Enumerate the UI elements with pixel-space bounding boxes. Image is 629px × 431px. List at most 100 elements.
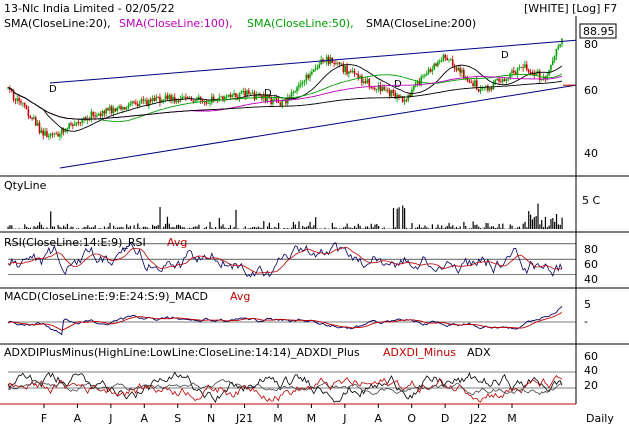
candle-body: [470, 82, 472, 83]
candle-body: [506, 79, 508, 81]
candle-body: [469, 81, 471, 83]
candle-body: [155, 97, 157, 101]
candle-body: [333, 63, 335, 64]
x-tick-label: M: [307, 412, 317, 425]
candle-body: [111, 106, 113, 113]
volume-bar: [267, 226, 268, 229]
volume-bar: [89, 228, 90, 229]
candle-body: [376, 89, 378, 90]
candle-body: [24, 103, 26, 106]
volume-bar: [278, 223, 279, 229]
candle-body: [46, 131, 48, 137]
volume-bar: [224, 228, 225, 229]
volume-bar: [83, 227, 84, 229]
candle-body: [107, 108, 109, 110]
candle-body: [557, 46, 559, 49]
candle-body: [432, 70, 434, 72]
volume-bar: [552, 218, 553, 229]
candle-body: [324, 62, 326, 63]
candle-body: [104, 111, 106, 113]
volume-bar: [313, 225, 314, 229]
volume-bar: [235, 210, 236, 229]
candle-body: [396, 95, 398, 99]
x-tick-label: M: [273, 412, 283, 425]
candle-body: [517, 68, 519, 74]
x-tick-label: A: [141, 412, 149, 425]
volume-bar: [189, 228, 190, 229]
volume-bar: [415, 228, 416, 229]
volume-bar: [469, 228, 470, 229]
candle-body: [61, 129, 63, 134]
volume-bar: [228, 228, 229, 229]
candle-body: [144, 100, 146, 101]
volume-bar: [122, 227, 123, 229]
candle-body: [524, 64, 526, 67]
candle-body: [363, 81, 365, 83]
candle-body: [72, 125, 74, 126]
divergence-marker: D: [49, 84, 57, 95]
volume-bar: [352, 228, 353, 229]
volume-bar: [332, 223, 333, 229]
candle-body: [515, 72, 517, 74]
candle-body: [478, 89, 480, 91]
volume-bar: [562, 218, 563, 229]
volume-bar: [356, 228, 357, 229]
candle-body: [28, 109, 30, 116]
macd-line: [8, 306, 562, 334]
volume-bar: [460, 226, 461, 229]
candle-body: [178, 101, 180, 102]
volume-bar: [54, 227, 55, 229]
volume-bar: [117, 227, 118, 229]
candle-body: [37, 123, 39, 126]
price-tick-80: 80: [584, 38, 598, 51]
candle-body: [346, 66, 348, 74]
volume-bar: [209, 222, 210, 229]
volume-bar: [423, 228, 424, 229]
candle-body: [105, 108, 107, 113]
volume-bar: [321, 228, 322, 229]
candle-body: [422, 76, 424, 77]
candle-body: [511, 71, 513, 74]
candle-body: [317, 68, 319, 69]
candle-body: [94, 116, 96, 117]
candle-body: [50, 134, 52, 136]
x-tick-label: F: [41, 412, 47, 425]
volume-bar: [28, 228, 29, 229]
candle-body: [133, 101, 135, 102]
candle-body: [443, 55, 445, 61]
volume-bar: [193, 227, 194, 229]
volume-bar: [465, 226, 466, 229]
last-price-label: 88.95: [583, 25, 615, 38]
volume-bar: [276, 228, 277, 229]
candle-body: [226, 96, 228, 97]
candle-body: [265, 95, 267, 101]
volume-bar: [335, 227, 336, 229]
candle-body: [424, 75, 426, 76]
candle-body: [255, 95, 257, 99]
candle-body: [535, 73, 537, 75]
volume-bar: [502, 224, 503, 229]
volume-bar: [148, 228, 149, 229]
candle-body: [207, 103, 209, 104]
chart-controls[interactable]: [WHITE] [Log] F7: [524, 2, 617, 15]
candle-body: [463, 70, 465, 79]
candle-body: [389, 90, 391, 96]
rsi-label: RSI(CloseLine:14:E:9)_RSI: [4, 236, 146, 249]
volume-bar: [410, 228, 411, 229]
candle-body: [482, 88, 484, 89]
candle-body: [374, 88, 376, 89]
volume-bar: [523, 224, 524, 229]
volume-bar: [317, 228, 318, 229]
candle-body: [129, 103, 131, 105]
volume-bar: [204, 228, 205, 229]
volume-bar: [473, 221, 474, 229]
candle-body: [350, 71, 352, 72]
candle-body: [81, 120, 83, 123]
x-tick-label: A: [74, 412, 82, 425]
volume-bar: [295, 225, 296, 229]
volume-bar: [350, 228, 351, 229]
candle-body: [33, 117, 35, 119]
candle-body: [387, 90, 389, 91]
candle-body: [428, 69, 430, 73]
